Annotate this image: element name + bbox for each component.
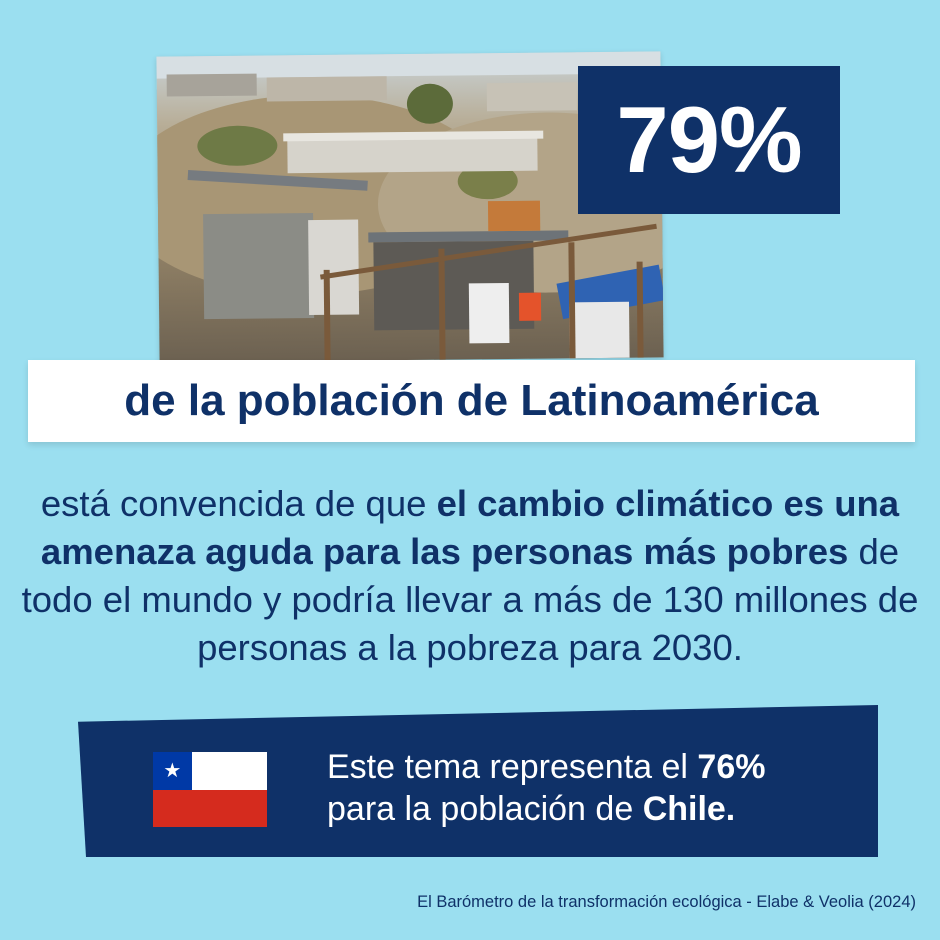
photo-laundry (468, 282, 510, 344)
flag-red-stripe (153, 789, 267, 827)
headline-banner: de la población de Latinoamérica (28, 360, 915, 442)
photo-pole (568, 242, 576, 363)
body-paragraph: está convencida de que el cambio climáti… (10, 480, 930, 672)
chile-percent: 76% (697, 748, 766, 786)
chile-line-2-prefix: para la población de (327, 790, 643, 828)
photo-tarp (308, 219, 360, 316)
body-highlight: el cambio climático es una amenaza aguda… (40, 483, 900, 572)
photo-house (266, 76, 387, 102)
chile-flag-icon: ★ (153, 752, 267, 827)
photo-pole (636, 261, 644, 362)
photo-laundry (518, 292, 542, 321)
photo-pole (323, 269, 331, 363)
photo-house (166, 73, 257, 97)
percent-box: 79% (578, 66, 840, 214)
chile-text: Este tema representa el 76% para la pobl… (327, 746, 847, 830)
chile-line-1: Este tema representa el 76% (327, 746, 847, 788)
star-icon: ★ (163, 759, 182, 782)
body-intro: está convencida de que (40, 483, 437, 524)
photo-laundry (569, 301, 630, 359)
chile-country: Chile. (642, 790, 736, 828)
headline-text: de la población de Latinoamérica (124, 376, 819, 425)
photo-shack (203, 213, 315, 320)
photo-pole (438, 248, 446, 363)
flag-canton: ★ (153, 752, 192, 790)
source-credit: El Barómetro de la transformación ecológ… (417, 893, 916, 911)
photo-tarp (487, 200, 541, 232)
photo-tree (406, 83, 454, 125)
photo-house (287, 136, 538, 174)
percent-value: 79% (616, 87, 802, 192)
chile-line-1-prefix: Este tema representa el (327, 748, 698, 786)
photo-house (486, 82, 577, 112)
chile-line-2: para la población de Chile. (327, 788, 847, 830)
body-rest: de todo el mundo y podría llevar a más d… (21, 531, 919, 668)
